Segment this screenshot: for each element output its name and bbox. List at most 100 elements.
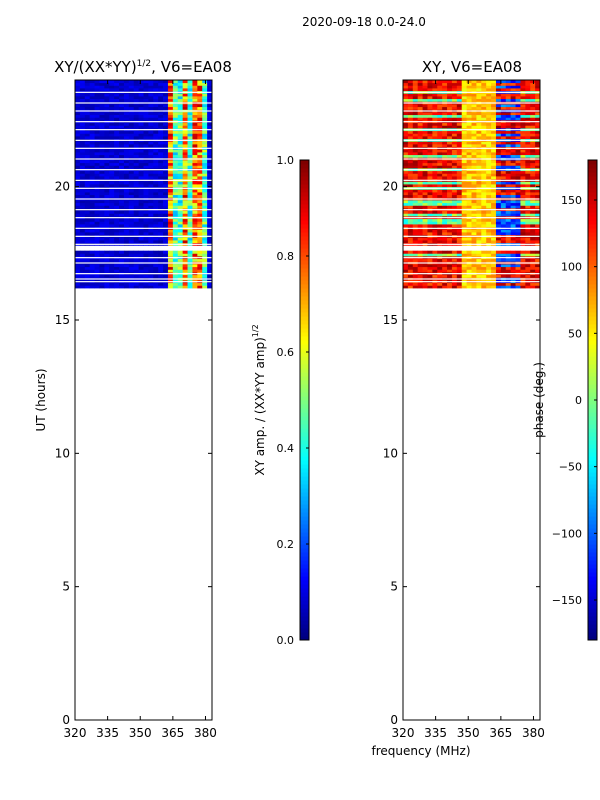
- heatmap-cell: [182, 176, 188, 180]
- heatmap-cell: [187, 93, 193, 97]
- heatmap-cell: [466, 282, 472, 286]
- heatmap-cell: [437, 181, 443, 185]
- heatmap-cell: [515, 184, 521, 188]
- heatmap-cell: [456, 173, 463, 177]
- heatmap-cell: [79, 141, 86, 145]
- heatmap-cell: [422, 170, 428, 174]
- heatmap-cell: [123, 224, 130, 228]
- colorbar-step: [588, 220, 597, 225]
- heatmap-cell: [461, 125, 467, 129]
- heatmap-cell: [447, 282, 453, 286]
- heatmap-cell: [192, 141, 198, 145]
- heatmap-cell: [437, 160, 443, 164]
- heatmap-cell: [153, 250, 159, 254]
- heatmap-cell: [79, 173, 86, 177]
- heatmap-cell: [119, 213, 125, 217]
- heatmap-cell: [456, 218, 463, 222]
- heatmap-cell: [172, 152, 179, 156]
- heatmap-cell: [182, 210, 188, 214]
- heatmap-cell: [104, 104, 110, 108]
- heatmap-cell: [114, 221, 120, 225]
- heatmap-cell: [427, 184, 433, 188]
- heatmap-cell: [202, 269, 208, 273]
- heatmap-cell: [510, 98, 516, 102]
- colorbar-step: [588, 416, 597, 421]
- heatmap-cell: [432, 112, 438, 116]
- heatmap-cell: [403, 93, 409, 97]
- heatmap-cell: [99, 88, 105, 92]
- heatmap-cell: [535, 181, 541, 185]
- heatmap-cell: [530, 104, 536, 108]
- heatmap-cell: [403, 133, 409, 137]
- heatmap-cell: [172, 88, 179, 92]
- heatmap-cell: [158, 184, 164, 188]
- colorbar-step: [300, 556, 309, 561]
- heatmap-cell: [119, 202, 125, 206]
- heatmap-cell: [451, 237, 458, 241]
- heatmap-cell: [535, 258, 541, 262]
- heatmap-cell: [182, 194, 188, 198]
- heatmap-cell: [412, 93, 419, 97]
- colorbar-step: [300, 472, 309, 477]
- colorbar-step: [300, 456, 309, 461]
- heatmap-cell: [187, 154, 193, 158]
- heatmap-cell: [417, 88, 423, 92]
- heatmap-cell: [158, 144, 164, 148]
- heatmap-cell: [505, 282, 512, 286]
- heatmap-cell: [153, 269, 159, 273]
- heatmap-cell: [451, 106, 458, 110]
- heatmap-cell: [437, 93, 443, 97]
- heatmap-cell: [187, 160, 193, 164]
- heatmap-cell: [99, 141, 105, 145]
- heatmap-cell: [133, 282, 139, 286]
- heatmap-cell: [417, 258, 423, 262]
- heatmap-cell: [500, 106, 507, 110]
- heatmap-cell: [94, 253, 100, 257]
- heatmap-cell: [177, 133, 184, 137]
- heatmap-cell: [437, 144, 443, 148]
- heatmap-cell: [138, 125, 144, 129]
- heatmap-cell: [202, 200, 208, 204]
- heatmap-cell: [172, 184, 179, 188]
- heatmap-cell: [99, 106, 105, 110]
- heatmap-cell: [515, 130, 521, 134]
- heatmap-cell: [75, 130, 81, 134]
- heatmap-cell: [530, 173, 536, 177]
- heatmap-cell: [515, 269, 521, 273]
- heatmap-cell: [422, 205, 428, 209]
- heatmap-cell: [197, 160, 203, 164]
- heatmap-cell: [143, 229, 149, 233]
- heatmap-cell: [109, 258, 115, 262]
- heatmap-cell: [442, 160, 448, 164]
- colorbar-step: [300, 276, 309, 281]
- heatmap-cell: [158, 224, 164, 228]
- heatmap-cell: [491, 104, 497, 108]
- heatmap-cell: [123, 218, 130, 222]
- heatmap-cell: [94, 117, 100, 121]
- heatmap-cell: [495, 160, 502, 164]
- heatmap-cell: [510, 125, 516, 129]
- colorbar-step: [300, 236, 309, 241]
- heatmap-cell: [133, 205, 139, 209]
- heatmap-cell: [119, 181, 125, 185]
- heatmap-cell: [505, 232, 512, 236]
- heatmap-cell: [148, 192, 154, 196]
- heatmap-cell: [417, 192, 423, 196]
- heatmap-cell: [148, 85, 154, 89]
- heatmap-cell: [515, 189, 521, 193]
- heatmap-cell: [471, 133, 477, 137]
- flagged-row: [403, 121, 540, 123]
- heatmap-cell: [437, 82, 443, 86]
- heatmap-cell: [486, 82, 492, 86]
- heatmap-cell: [476, 114, 482, 118]
- heatmap-cell: [447, 160, 453, 164]
- heatmap-cell: [104, 221, 110, 225]
- heatmap-cell: [486, 141, 492, 145]
- heatmap-cell: [525, 165, 531, 169]
- heatmap-cell: [456, 205, 463, 209]
- heatmap-cell: [138, 160, 144, 164]
- heatmap-cell: [99, 125, 105, 129]
- heatmap-cell: [515, 125, 521, 129]
- heatmap-cell: [535, 104, 541, 108]
- heatmap-cell: [442, 136, 448, 140]
